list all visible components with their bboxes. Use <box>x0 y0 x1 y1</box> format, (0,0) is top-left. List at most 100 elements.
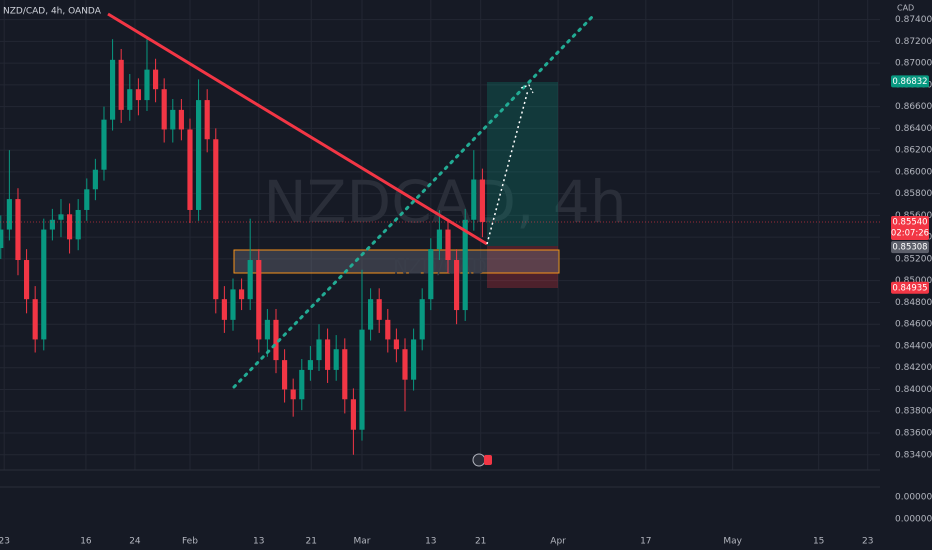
y-tick-label: 0.86000 <box>895 167 932 177</box>
price-axis <box>880 0 932 550</box>
y-tick-label: 0.86200 <box>895 146 932 156</box>
y-tick-label: 0.85600 <box>895 211 932 221</box>
candle-body <box>101 119 107 170</box>
candle-body <box>325 339 331 370</box>
candle-body <box>428 249 434 300</box>
candle-body <box>118 59 124 110</box>
price-tag <box>891 75 929 88</box>
candle-body <box>264 319 270 340</box>
extra-axis-label: 0.00000 <box>895 493 932 503</box>
candle-body <box>445 229 451 261</box>
time-axis <box>0 532 880 550</box>
x-tick-label: 23 <box>862 537 873 547</box>
candle-body <box>402 349 408 380</box>
candle-body <box>299 369 305 400</box>
price-tag-label: 0.84935 <box>892 283 927 293</box>
x-tick-label: Mar <box>354 537 371 547</box>
candle-body <box>170 109 176 130</box>
x-tick-label: May <box>723 537 742 547</box>
symbol-title[interactable]: NZD/CAD, 4h, OANDA <box>3 7 102 17</box>
candle-body <box>307 360 313 370</box>
x-tick-label: 21 <box>306 537 317 547</box>
candle-body <box>178 109 184 130</box>
dotted-trendline <box>232 15 594 389</box>
event-icon[interactable] <box>484 455 492 465</box>
y-tick-label: 0.83600 <box>895 428 932 438</box>
candle-body <box>462 219 468 311</box>
x-tick-label: 17 <box>640 537 651 547</box>
trendline <box>107 12 488 246</box>
candle-body <box>66 214 73 240</box>
candle-body <box>239 289 245 300</box>
price-tag-label: 0.86832 <box>892 77 927 87</box>
candle-body <box>15 199 21 261</box>
watermark: NZDCAD, 4h <box>263 168 626 236</box>
candle-body <box>376 299 382 320</box>
candle-body <box>187 129 193 210</box>
candle-body <box>273 319 279 361</box>
candle-body <box>6 199 12 230</box>
candle-body <box>75 209 81 240</box>
candle-body <box>316 339 322 361</box>
x-tick-label: 15 <box>813 537 824 547</box>
y-tick-label: 0.85200 <box>895 254 932 264</box>
candle-body <box>454 260 460 311</box>
candle-body <box>204 100 210 140</box>
x-tick-label: 23 <box>0 537 10 547</box>
y-tick-label: 0.87400 <box>895 15 932 25</box>
candle-body <box>41 229 47 340</box>
candle-body <box>247 260 253 300</box>
watermark-symbol: NZD/CAD <box>393 255 487 279</box>
candle-body <box>436 229 442 250</box>
candle-body <box>135 89 141 101</box>
candle-body <box>32 299 38 340</box>
axes: 0.874000.872000.870000.868000.866000.864… <box>0 15 932 546</box>
x-tick-label: Apr <box>550 537 566 547</box>
candle-body <box>127 89 133 110</box>
y-tick-label: 0.86400 <box>895 124 932 134</box>
extra-axis-label: 0.00000 <box>895 515 932 525</box>
candle-body <box>230 289 236 320</box>
y-tick-label: 0.84600 <box>895 320 932 330</box>
candle-body <box>213 139 219 300</box>
candle-body <box>350 399 356 430</box>
drawings <box>233 82 560 288</box>
candles <box>0 39 485 455</box>
candle-body <box>144 69 150 101</box>
arrow-head <box>520 84 534 94</box>
candle-body <box>385 319 391 340</box>
y-tick-label: 0.84400 <box>895 341 932 351</box>
x-tick-label: 24 <box>129 537 141 547</box>
stop-zone <box>487 246 558 288</box>
candle-body <box>49 219 55 230</box>
candle-body <box>479 179 485 222</box>
candle-body <box>196 100 202 210</box>
price-tag-label: 0.85308 <box>892 243 927 253</box>
price-tag <box>891 281 929 294</box>
price-tag <box>891 241 929 254</box>
event-icon[interactable] <box>472 453 486 467</box>
zone-rectangle <box>233 249 560 274</box>
candle-body <box>411 339 417 380</box>
candle-body <box>290 389 296 400</box>
y-tick-label: 0.83400 <box>895 450 932 460</box>
target-zone <box>487 82 558 246</box>
candle-body <box>393 339 399 350</box>
x-tick-label: Feb <box>182 537 198 547</box>
candle-body <box>153 69 159 90</box>
candle-body <box>282 360 288 390</box>
countdown: 02:07:26 <box>891 228 929 238</box>
candle-body <box>419 299 425 340</box>
candle-body <box>471 179 477 220</box>
candle-body <box>58 214 64 220</box>
x-tick-label: 13 <box>425 537 436 547</box>
price-tag <box>891 215 929 240</box>
y-tick-label: 0.84200 <box>895 363 932 373</box>
currency-label: CAD <box>897 4 914 13</box>
y-tick-label: 0.87200 <box>895 37 932 47</box>
candle-body <box>92 169 98 190</box>
y-tick-label: 0.87000 <box>895 59 932 69</box>
candle-body <box>359 329 365 430</box>
